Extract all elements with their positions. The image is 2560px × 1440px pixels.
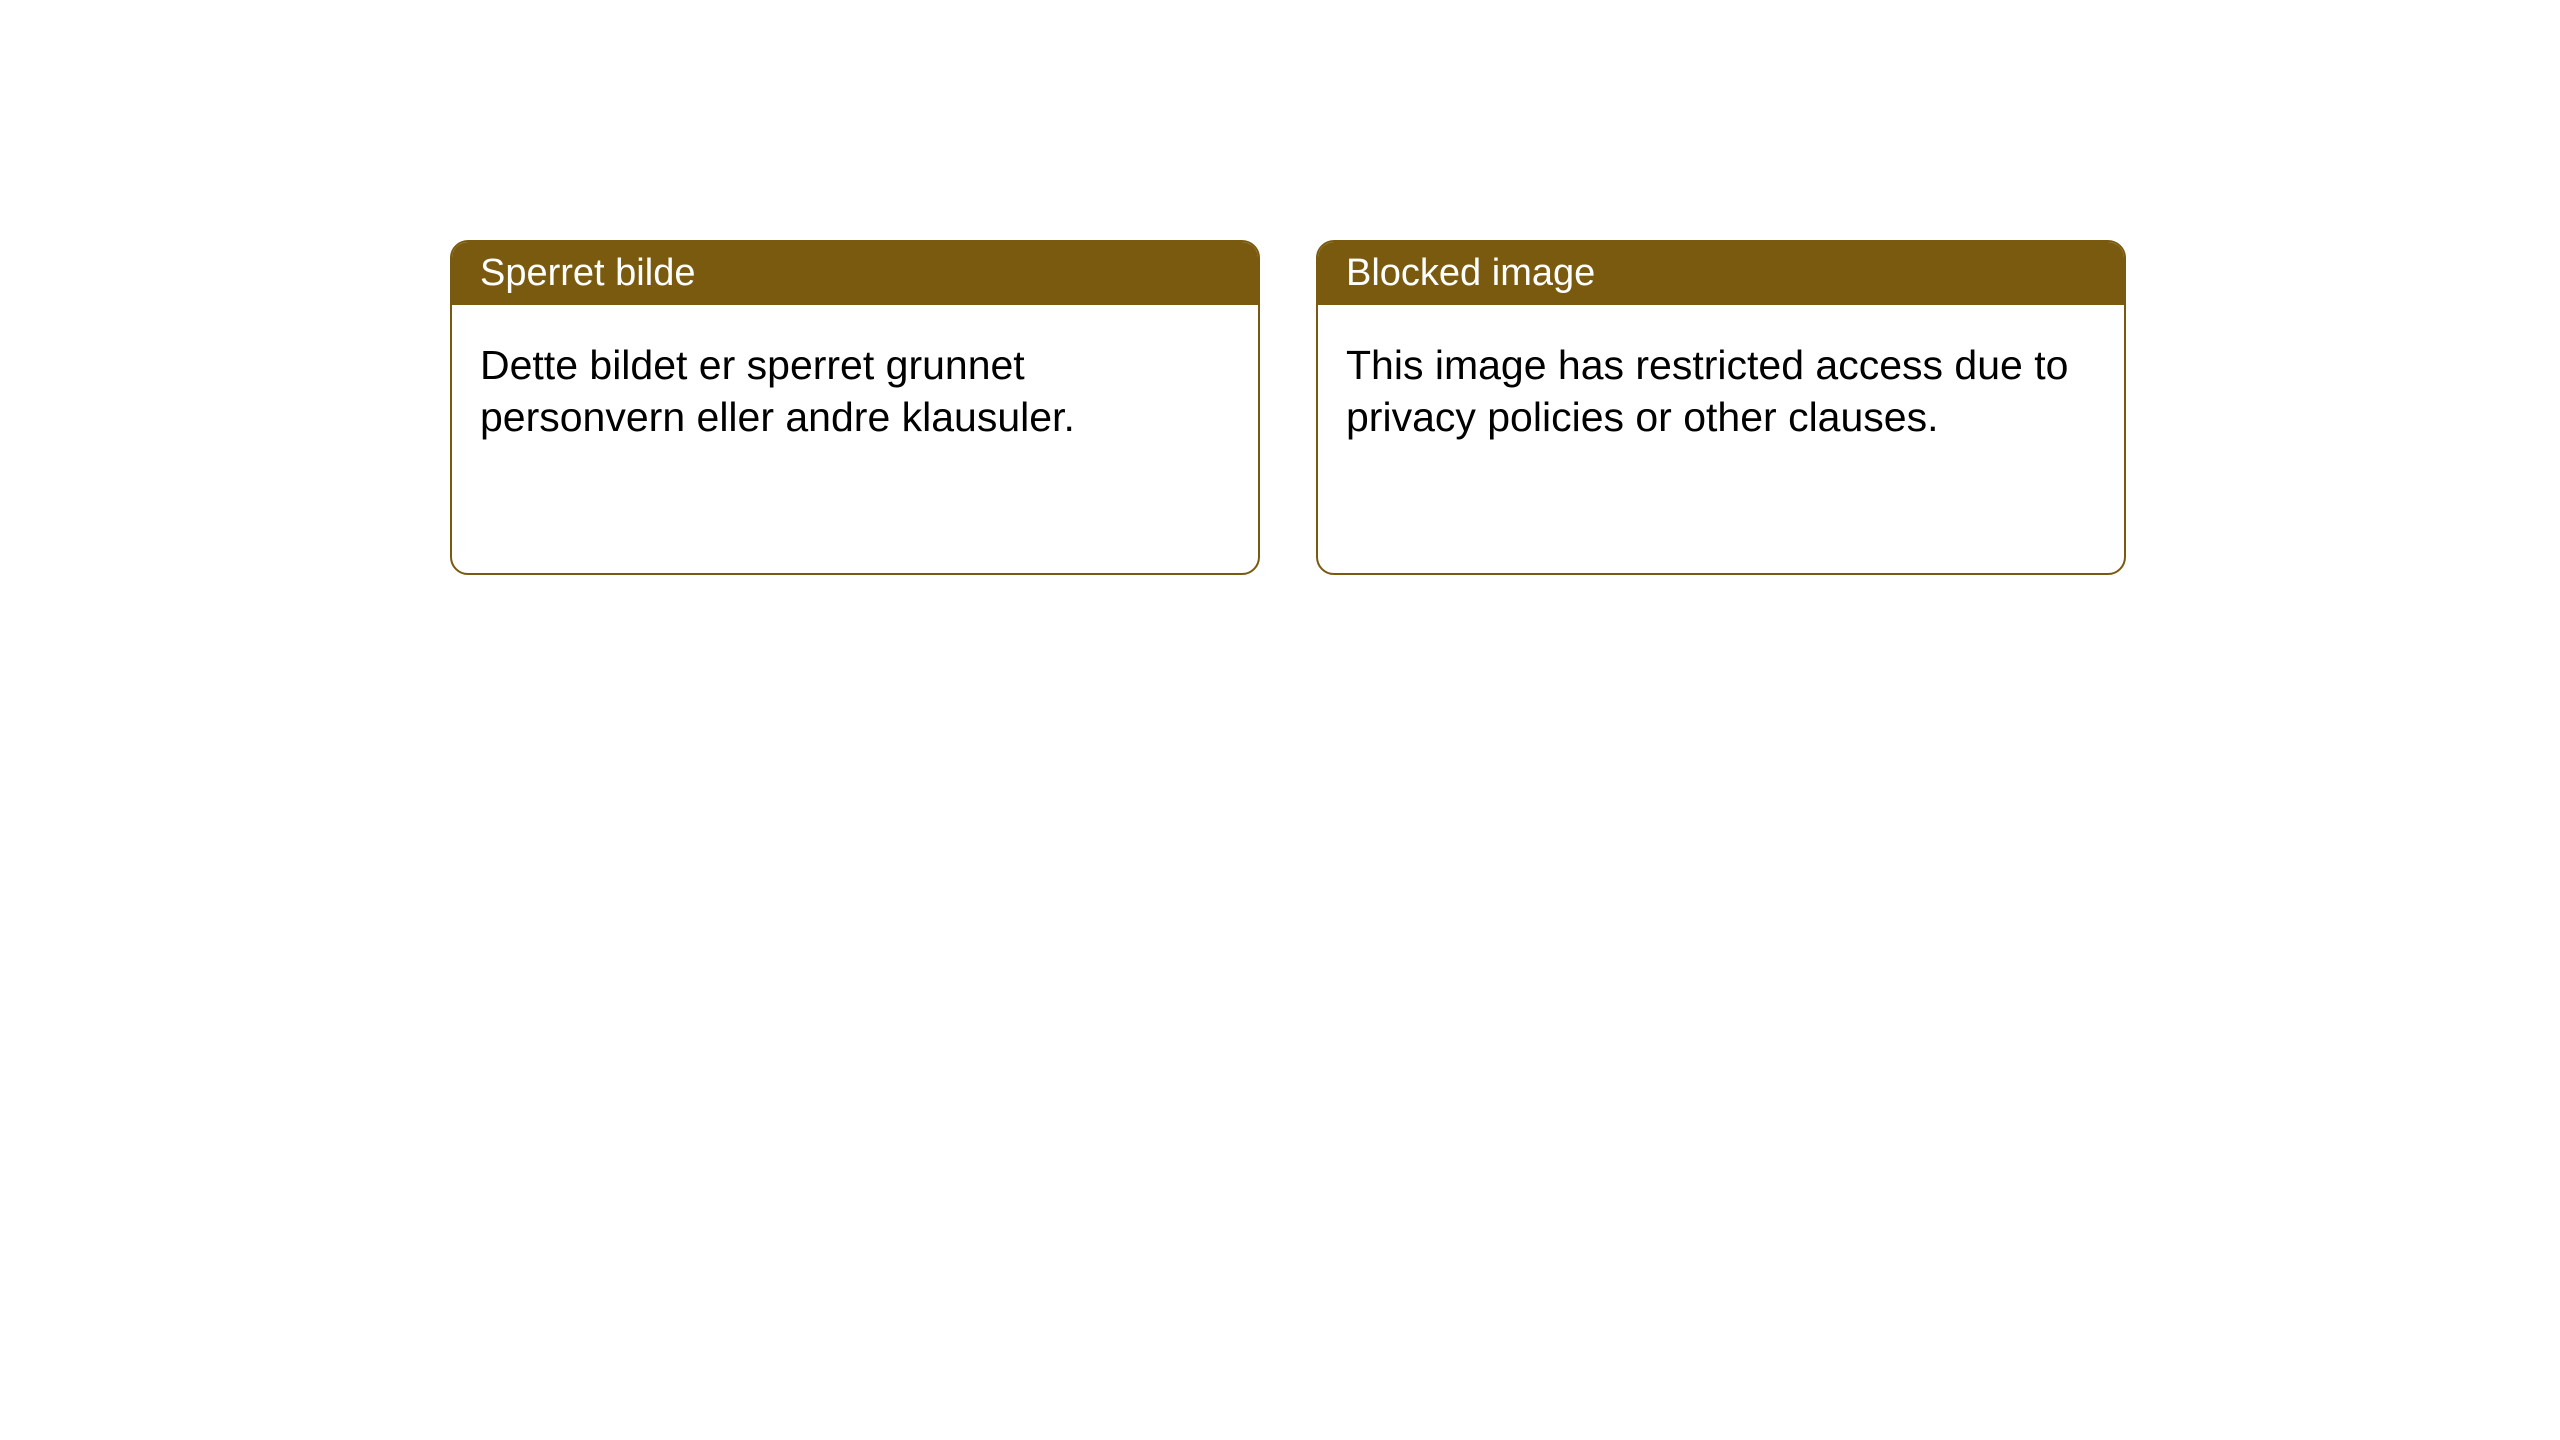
- notice-header: Blocked image: [1318, 242, 2124, 305]
- notice-container: Sperret bilde Dette bildet er sperret gr…: [0, 0, 2560, 575]
- notice-box-english: Blocked image This image has restricted …: [1316, 240, 2126, 575]
- notice-box-norwegian: Sperret bilde Dette bildet er sperret gr…: [450, 240, 1260, 575]
- notice-body-text: This image has restricted access due to …: [1346, 342, 2068, 440]
- notice-header: Sperret bilde: [452, 242, 1258, 305]
- notice-title: Sperret bilde: [480, 252, 695, 294]
- notice-body: This image has restricted access due to …: [1318, 305, 2124, 478]
- notice-body-text: Dette bildet er sperret grunnet personve…: [480, 342, 1075, 440]
- notice-body: Dette bildet er sperret grunnet personve…: [452, 305, 1258, 478]
- notice-title: Blocked image: [1346, 252, 1595, 294]
